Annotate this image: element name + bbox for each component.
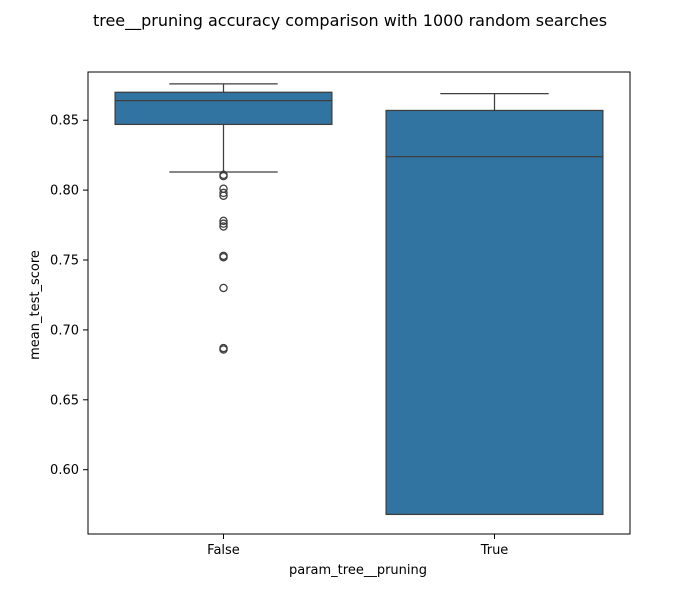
y-axis-label: mean_test_score <box>28 250 43 360</box>
outlier-point <box>219 216 228 226</box>
y-tick-label: 0.85 <box>50 114 79 129</box>
box-group-true <box>385 93 604 516</box>
plot-area <box>114 83 604 516</box>
y-axis: 0.60 0.65 0.70 0.75 0.80 0.85 <box>50 114 88 478</box>
y-tick-label: 0.60 <box>50 463 79 478</box>
box-iqr <box>114 91 333 126</box>
y-tick-label: 0.65 <box>50 393 79 408</box>
plot-frame <box>87 71 631 535</box>
y-tick-label: 0.80 <box>50 184 79 199</box>
x-axis-label: param_tree__pruning <box>289 563 427 578</box>
outlier-point <box>219 252 228 262</box>
outlier-point <box>219 171 228 181</box>
outlier-point <box>219 222 228 231</box>
outlier-point <box>219 191 228 200</box>
x-tick-label: False <box>207 543 240 558</box>
outlier-point <box>219 219 228 228</box>
x-axis: False True <box>207 534 508 558</box>
box-iqr <box>385 109 604 516</box>
outlier-point <box>219 188 228 198</box>
y-tick-label: 0.70 <box>50 323 79 338</box>
x-tick-label: True <box>480 543 509 558</box>
outlier-point <box>219 345 228 354</box>
chart-title: tree__pruning accuracy comparison with 1… <box>93 11 607 31</box>
y-tick-label: 0.75 <box>50 254 79 269</box>
box-group-false <box>114 83 333 354</box>
outlier-point <box>219 283 228 293</box>
